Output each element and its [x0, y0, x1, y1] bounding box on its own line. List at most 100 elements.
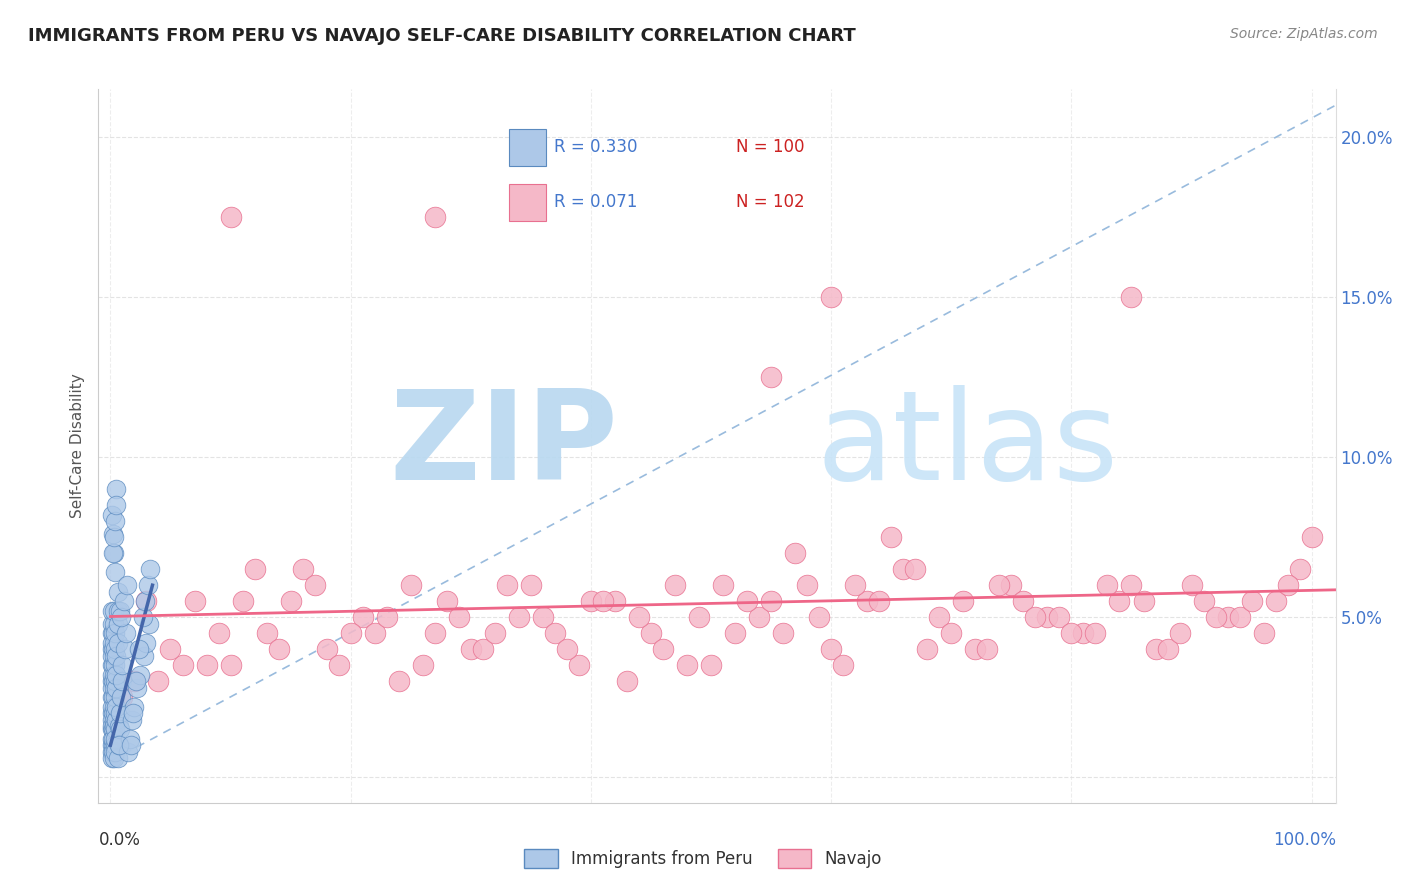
Point: [103, 546, 125, 560]
Point: [1036, 610, 1059, 624]
Point: [132, 648, 155, 663]
Point: [122, 706, 145, 721]
Point: [114, 642, 136, 657]
Point: [100, 616, 122, 631]
Point: [676, 658, 699, 673]
Point: [104, 658, 127, 673]
Point: [868, 594, 890, 608]
Point: [447, 610, 470, 624]
Point: [568, 658, 591, 673]
Point: [1012, 594, 1035, 608]
Point: [436, 594, 458, 608]
Point: [104, 745, 127, 759]
Point: [1301, 530, 1323, 544]
Point: [104, 722, 127, 736]
Point: [508, 610, 530, 624]
Point: [1229, 610, 1251, 624]
Point: [724, 626, 747, 640]
Point: [100, 658, 122, 673]
Point: [121, 713, 143, 727]
Point: [103, 616, 125, 631]
Point: [1168, 626, 1191, 640]
Point: [129, 668, 152, 682]
Point: [796, 578, 818, 592]
Point: [820, 290, 842, 304]
Point: [1121, 290, 1143, 304]
Y-axis label: Self-Care Disability: Self-Care Disability: [70, 374, 86, 518]
Point: [124, 674, 146, 689]
Point: [104, 706, 127, 721]
Point: [103, 713, 125, 727]
Point: [1216, 610, 1239, 624]
Point: [1000, 578, 1022, 592]
Point: [107, 604, 129, 618]
Point: [808, 610, 831, 624]
Point: [1180, 578, 1202, 592]
Point: [603, 594, 626, 608]
Point: [105, 648, 128, 663]
Point: [988, 578, 1011, 592]
Point: [1132, 594, 1154, 608]
Point: [219, 210, 242, 224]
Point: [101, 731, 124, 746]
Text: Source: ZipAtlas.com: Source: ZipAtlas.com: [1230, 27, 1378, 41]
Point: [101, 642, 124, 657]
Point: [103, 699, 125, 714]
Point: [100, 722, 122, 736]
Point: [1047, 610, 1070, 624]
Point: [132, 610, 155, 624]
Point: [100, 713, 122, 727]
Point: [101, 706, 124, 721]
Point: [100, 699, 122, 714]
Point: [103, 668, 125, 682]
Point: [820, 642, 842, 657]
Point: [105, 498, 128, 512]
Point: [115, 626, 138, 640]
Point: [107, 751, 129, 765]
Point: [100, 690, 122, 705]
Point: [103, 604, 125, 618]
Point: [100, 626, 122, 640]
Point: [111, 690, 134, 705]
Point: [748, 610, 770, 624]
Point: [388, 674, 411, 689]
Point: [159, 642, 181, 657]
Point: [108, 722, 131, 736]
Point: [592, 594, 614, 608]
Point: [101, 626, 124, 640]
Point: [952, 594, 974, 608]
Point: [640, 626, 662, 640]
Point: [108, 706, 131, 721]
Point: [759, 370, 782, 384]
Point: [735, 594, 758, 608]
Point: [108, 719, 131, 733]
Point: [103, 681, 125, 695]
Point: [105, 699, 128, 714]
Point: [100, 681, 122, 695]
Point: [105, 713, 128, 727]
Point: [110, 610, 132, 624]
Point: [110, 690, 132, 705]
Point: [928, 610, 950, 624]
Point: [1192, 594, 1215, 608]
Legend: Immigrants from Peru, Navajo: Immigrants from Peru, Navajo: [517, 842, 889, 875]
Point: [579, 594, 602, 608]
Point: [195, 658, 218, 673]
Point: [207, 626, 229, 640]
Point: [772, 626, 794, 640]
Point: [1108, 594, 1130, 608]
Point: [108, 738, 131, 752]
Point: [100, 604, 122, 618]
Point: [256, 626, 278, 640]
Point: [104, 738, 127, 752]
Text: 100.0%: 100.0%: [1272, 831, 1336, 849]
Point: [471, 642, 494, 657]
Point: [399, 578, 422, 592]
Point: [172, 658, 194, 673]
Point: [1060, 626, 1083, 640]
Point: [104, 514, 127, 528]
Point: [832, 658, 855, 673]
Point: [101, 690, 124, 705]
Point: [856, 594, 879, 608]
Point: [148, 674, 170, 689]
